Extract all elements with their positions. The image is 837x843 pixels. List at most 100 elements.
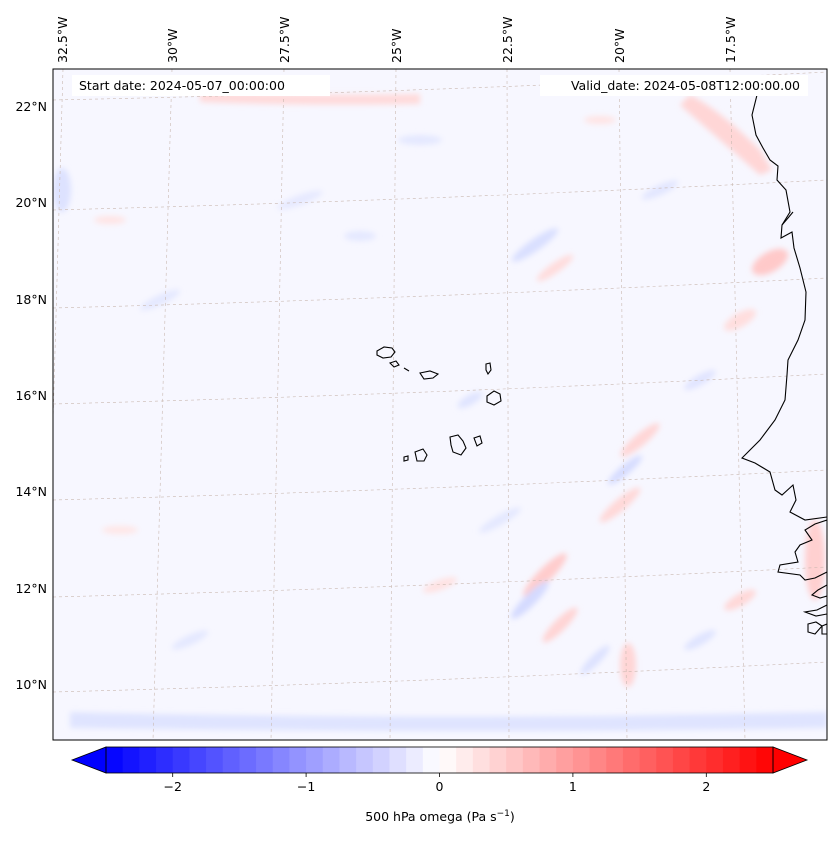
colorbar-cell (206, 747, 224, 773)
colorbar-cell (172, 747, 190, 773)
coastline-path (781, 211, 794, 226)
colorbar-extend-high (772, 746, 809, 774)
colorbar-cell (439, 747, 457, 773)
colorbar-cell (122, 747, 140, 773)
latitude-labels: 22°N 20°N 18°N 16°N 14°N 12°N 10°N (15, 99, 47, 692)
meridian-line (729, 69, 746, 740)
island-outline (388, 360, 400, 368)
coastline-path (810, 584, 827, 599)
omega-anomaly (102, 526, 138, 534)
omega-anomaly (805, 520, 825, 600)
meridian-line (389, 69, 397, 740)
colorbar-tick-label: −2 (163, 779, 181, 794)
colorbar-cell (539, 747, 557, 773)
omega-anomaly (523, 553, 567, 597)
start-date-label: Start date: 2024-05-07_00:00:00 (79, 78, 285, 93)
lat-label: 18°N (15, 292, 47, 307)
omega-anomaly (599, 487, 641, 523)
omega-anomaly (536, 254, 574, 282)
lat-label: 22°N (15, 99, 47, 114)
parallel-line (53, 71, 827, 101)
colorbar-cell (372, 747, 390, 773)
omega-anomaly (53, 168, 71, 212)
meridian-line (152, 69, 173, 740)
coastline-path (821, 623, 827, 635)
colorbar-cell (422, 747, 440, 773)
island-outline (419, 370, 440, 380)
coastline (741, 94, 827, 635)
colorbar-cell (706, 747, 724, 773)
colorbar: −2 −1 0 1 2 500 hPa omega (Pa s−1) (70, 746, 809, 824)
colorbar-cell (456, 747, 474, 773)
colorbar-cell (306, 747, 324, 773)
omega-anomaly (620, 423, 660, 457)
colorbar-tick-label: 2 (702, 779, 710, 794)
gridlines (53, 69, 827, 740)
colorbar-ticks: −2 −1 0 1 2 (163, 773, 710, 794)
omega-anomaly (724, 309, 756, 331)
coastline-path (741, 94, 827, 521)
colorbar-tick-label: 1 (569, 779, 577, 794)
omega-anomaly (171, 630, 209, 650)
colorbar-tick-label: 0 (436, 779, 444, 794)
island-outline (403, 455, 409, 462)
colorbar-cell (606, 747, 624, 773)
omega-anomaly (684, 370, 716, 390)
omega-anomaly (457, 391, 483, 409)
valid-date-box (540, 75, 808, 96)
colorbar-cell (139, 747, 157, 773)
omega-anomaly (277, 190, 323, 210)
lon-label: 20°W (612, 28, 627, 63)
omega-anomaly (542, 607, 578, 643)
meridian-line (506, 69, 510, 740)
lat-label: 12°N (15, 581, 47, 596)
omega-field (53, 69, 827, 740)
island-outline (486, 390, 502, 406)
colorbar-extend-low (70, 746, 107, 774)
colorbar-cell (656, 747, 674, 773)
valid-date-label: Valid_date: 2024-05-08T12:00:00.00 (571, 78, 800, 93)
omega-anomaly (422, 577, 458, 593)
colorbar-cell (189, 747, 207, 773)
colorbar-cells (106, 747, 774, 773)
lon-label: 30°W (165, 28, 180, 63)
map-frame (52, 68, 828, 741)
omega-anomaly (641, 180, 679, 200)
parallel-line (53, 179, 827, 211)
colorbar-cell (489, 747, 507, 773)
colorbar-cell (289, 747, 307, 773)
parallel-line (53, 373, 827, 405)
parallel-line (53, 566, 827, 598)
colorbar-cell (106, 747, 124, 773)
meridian-line (270, 69, 285, 740)
colorbar-cell (472, 747, 491, 773)
omega-anomaly (620, 643, 636, 687)
colorbar-cell (389, 747, 407, 773)
coastline-path (802, 604, 827, 617)
colorbar-cell (522, 747, 541, 773)
colorbar-cell (222, 747, 240, 773)
omega-anomaly (398, 135, 442, 145)
colorbar-cell (672, 747, 691, 773)
omega-anomaly (724, 589, 756, 611)
colorbar-cell (322, 747, 340, 773)
longitude-labels: 32.5°W 30°W 27.5°W 25°W 22.5°W 20°W 17.5… (55, 17, 738, 63)
colorbar-cell (156, 747, 174, 773)
colorbar-cell (356, 747, 374, 773)
omega-anomaly (607, 455, 643, 485)
island-outline (376, 346, 396, 359)
parallel-line (53, 277, 827, 309)
island-outline (414, 448, 428, 462)
omega-anomaly (511, 581, 549, 619)
island-outline (485, 362, 492, 376)
omega-anomaly (70, 712, 827, 731)
parallel-line (53, 469, 827, 501)
island-outline (403, 367, 410, 372)
omega-anomaly (680, 95, 772, 175)
omega-anomaly (511, 228, 559, 262)
colorbar-cell (256, 747, 274, 773)
lat-label: 20°N (15, 195, 47, 210)
colorbar-cell (589, 747, 607, 773)
lon-label: 22.5°W (500, 17, 515, 63)
